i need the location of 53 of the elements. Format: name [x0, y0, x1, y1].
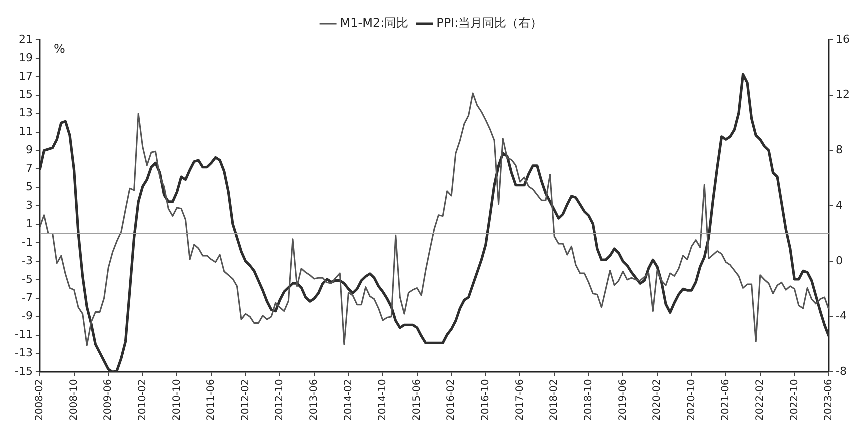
- y-tick-label: 11: [18, 125, 33, 138]
- y-tick-label: 21: [18, 32, 33, 46]
- x-tick-label: 2022-02: [754, 379, 766, 422]
- x-tick-label: 2015-06: [412, 379, 423, 422]
- x-tick-label: 2014-10: [378, 379, 389, 422]
- x-tick-label: 2019-06: [618, 379, 629, 422]
- y-tick-label: -5: [22, 272, 33, 286]
- y-tick-label: -3: [22, 254, 33, 268]
- x-tick-label: 2020-10: [686, 379, 698, 422]
- y-tick-label: 7: [26, 162, 33, 176]
- x-tick-label: 2008-10: [68, 379, 80, 422]
- x-tick-label: 2014-02: [343, 379, 354, 422]
- x-tick-label: 2023-06: [824, 379, 835, 422]
- y-tick-label: 3: [26, 198, 33, 212]
- x-tick-label: 2011-06: [206, 379, 218, 422]
- y2-tick-label: -4: [836, 310, 847, 323]
- y-tick-label: 1: [26, 217, 33, 230]
- x-tick-label: 2022-10: [789, 379, 800, 422]
- x-tick-label: 2021-06: [720, 379, 732, 422]
- x-tick-label: 2018-10: [583, 379, 594, 422]
- y-tick-label: 5: [26, 180, 33, 194]
- y-axis-title: %: [54, 42, 66, 56]
- y-tick-label: 19: [18, 51, 33, 64]
- x-tick-label: 2009-06: [103, 379, 114, 422]
- x-tick-label: 2017-06: [514, 379, 526, 422]
- y2-tick-label: 16: [836, 32, 850, 46]
- y-tick-label: -13: [15, 346, 33, 360]
- y2-tick-label: 0: [836, 254, 844, 268]
- y-tick-label: 17: [18, 70, 33, 83]
- x-tick-label: 2010-10: [172, 379, 183, 422]
- legend-label: PPI:当月同比（右）: [436, 16, 543, 30]
- y2-tick-label: 8: [836, 144, 844, 157]
- x-tick-label: 2016-10: [480, 379, 492, 422]
- y-tick-label: 9: [26, 144, 33, 157]
- x-tick-label: 2013-06: [309, 379, 320, 422]
- y-tick-label: -1: [22, 236, 33, 249]
- x-tick-label: 2012-02: [240, 379, 252, 422]
- y-tick-label: -9: [22, 310, 33, 323]
- y-tick-label: -7: [22, 291, 33, 304]
- y-tick-label: -11: [15, 328, 33, 342]
- x-tick-label: 2012-10: [274, 379, 286, 422]
- y2-tick-label: 12: [836, 88, 850, 102]
- y2-tick-label: -8: [836, 365, 847, 378]
- x-tick-label: 2010-02: [137, 379, 148, 422]
- legend-label: M1-M2:同比: [340, 16, 409, 30]
- y-tick-label: 15: [18, 88, 33, 102]
- x-tick-label: 2016-02: [446, 379, 458, 422]
- y-tick-label: 13: [18, 106, 33, 120]
- y2-tick-label: 4: [836, 198, 844, 212]
- x-tick-label: 2008-02: [34, 379, 46, 422]
- x-tick-label: 2020-02: [652, 379, 664, 422]
- y-tick-label: -15: [15, 365, 33, 378]
- x-tick-label: 2018-02: [549, 379, 560, 422]
